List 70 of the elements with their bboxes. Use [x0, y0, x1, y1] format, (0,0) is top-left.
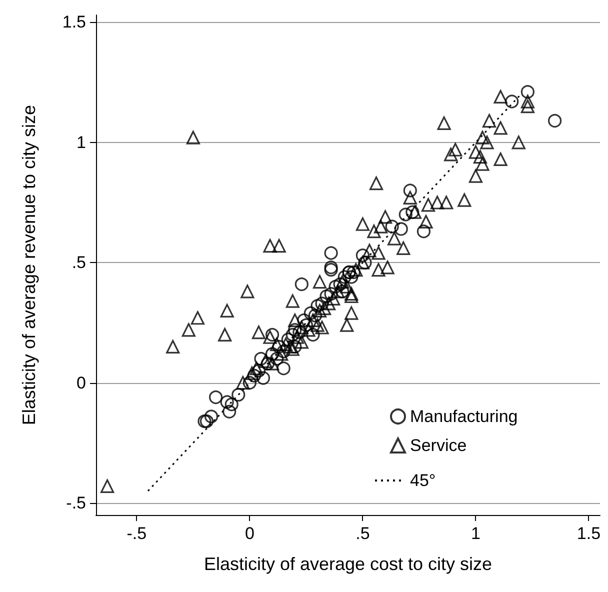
point — [520, 85, 534, 99]
point — [320, 289, 334, 304]
point — [276, 362, 290, 376]
point — [256, 371, 270, 385]
point — [200, 414, 214, 428]
point — [272, 340, 286, 354]
point — [403, 184, 417, 198]
y-tick-label: -.5 — [66, 493, 86, 512]
point — [222, 404, 236, 418]
point — [416, 224, 431, 238]
point — [242, 376, 256, 390]
point — [252, 364, 266, 378]
x-axis-title: Elasticity of average cost to city size — [204, 554, 492, 574]
point — [208, 390, 223, 404]
y-axis-title: Elasticity of average revenue to city size — [19, 104, 39, 426]
point — [308, 308, 322, 322]
legend-label: Manufacturing — [410, 407, 518, 426]
point — [315, 296, 329, 310]
point — [398, 208, 412, 222]
point — [358, 256, 372, 270]
point — [294, 277, 308, 292]
point — [220, 395, 234, 409]
point — [338, 270, 352, 284]
x-tick-label: 0 — [244, 524, 254, 543]
y-tick-label: 1 — [76, 132, 86, 152]
point — [328, 280, 342, 294]
legend-label: 45° — [410, 471, 436, 490]
point — [336, 284, 350, 298]
y-tick-label: .5 — [72, 253, 86, 272]
point — [286, 328, 300, 342]
point — [333, 277, 347, 292]
point — [288, 340, 302, 354]
point — [266, 347, 280, 361]
point — [224, 398, 238, 412]
point — [297, 313, 311, 328]
point — [304, 306, 318, 320]
point — [324, 260, 338, 274]
x-tick-label: 1.5 — [576, 524, 601, 543]
point — [260, 356, 275, 370]
point — [299, 318, 313, 332]
point — [310, 299, 324, 313]
point — [288, 323, 302, 337]
y-tick-label: 1.5 — [62, 12, 86, 32]
point — [505, 94, 519, 108]
point — [276, 344, 290, 358]
point — [324, 287, 338, 301]
point — [548, 114, 562, 128]
point — [270, 352, 284, 366]
point — [324, 263, 338, 277]
point — [346, 265, 360, 280]
point — [254, 352, 268, 366]
x-tick-label: .5 — [356, 524, 370, 543]
point — [204, 410, 218, 424]
point — [292, 326, 306, 340]
point — [344, 270, 358, 284]
point — [406, 205, 420, 219]
y-tick-label: 0 — [76, 373, 86, 392]
point — [385, 220, 399, 234]
point — [232, 388, 246, 402]
x-tick-label: -.5 — [126, 524, 147, 543]
point — [247, 368, 262, 382]
point — [306, 328, 320, 342]
x-tick-label: 1 — [470, 524, 480, 543]
point — [198, 414, 212, 428]
point — [266, 328, 280, 342]
point — [394, 222, 408, 236]
point — [356, 248, 370, 262]
point — [324, 246, 338, 260]
point — [281, 332, 295, 346]
legend-label: Service — [410, 436, 467, 455]
